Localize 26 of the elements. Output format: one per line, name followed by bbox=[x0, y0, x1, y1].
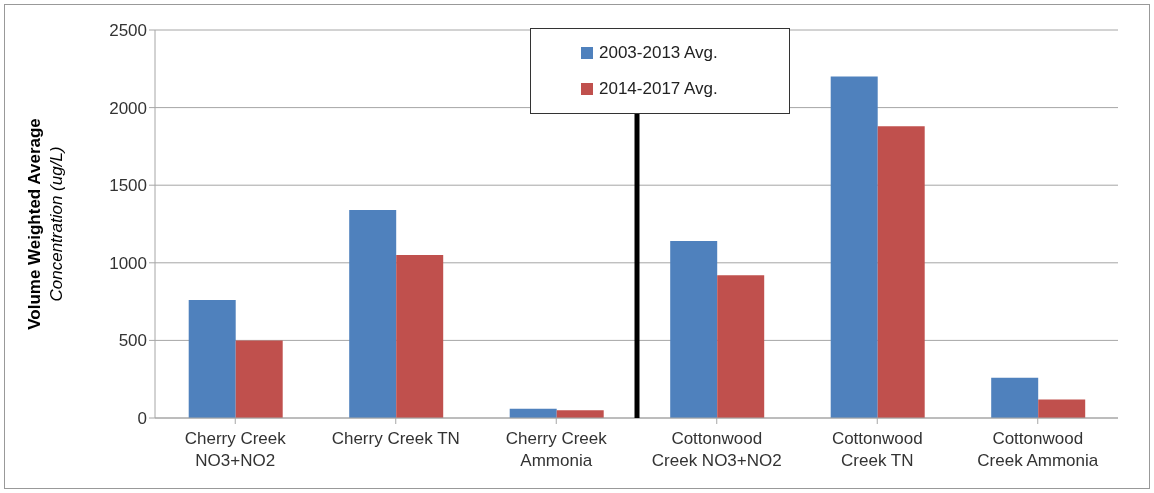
x-tick-label: Cherry Creek TN bbox=[331, 429, 460, 448]
bar bbox=[349, 210, 397, 418]
x-tick-label: Cottonwood Creek TN bbox=[831, 429, 923, 470]
y-tick-label: 1500 bbox=[109, 176, 147, 196]
y-axis-title: Volume Weighted Average Concentration (ug/L) bbox=[25, 118, 66, 330]
y-tick-label: 2000 bbox=[109, 98, 147, 118]
bar bbox=[1038, 399, 1086, 418]
y-tick-label: 0 bbox=[137, 409, 147, 429]
bar bbox=[830, 76, 878, 418]
x-tick-label: Cherry Creek NO3+NO2 bbox=[184, 429, 287, 470]
x-tick-label: Cottonwood Creek Ammonia bbox=[977, 429, 1099, 470]
bar bbox=[188, 300, 236, 418]
bar bbox=[670, 241, 718, 418]
bar bbox=[877, 126, 925, 418]
legend-label: 2014-2017 Avg. bbox=[599, 79, 718, 99]
legend-label: 2003-2013 Avg. bbox=[599, 43, 718, 63]
bar bbox=[991, 377, 1039, 418]
bar bbox=[396, 255, 444, 418]
x-tick-label: Cherry Creek Ammonia bbox=[505, 429, 608, 470]
x-tick-label: Cottonwood Creek NO3+NO2 bbox=[651, 429, 782, 470]
bar bbox=[235, 340, 283, 418]
y-tick-label: 1000 bbox=[109, 253, 147, 273]
bar bbox=[717, 275, 765, 418]
y-tick-label: 500 bbox=[118, 331, 147, 351]
bar bbox=[556, 410, 604, 418]
y-tick-label: 2500 bbox=[109, 21, 147, 41]
